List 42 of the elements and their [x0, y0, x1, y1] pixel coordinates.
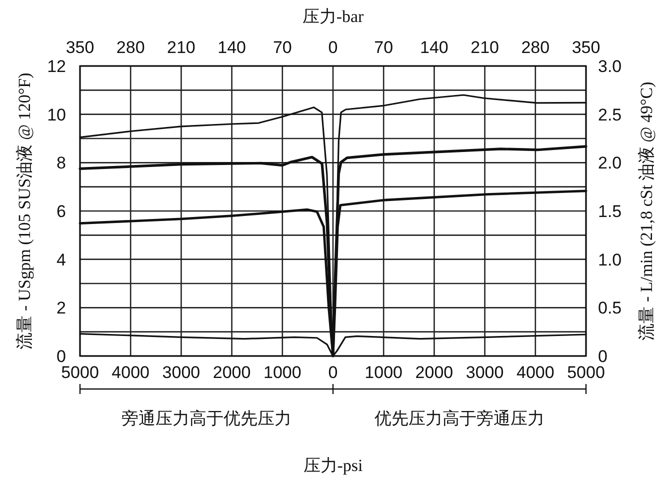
y-tick-label: 8: [56, 154, 66, 173]
x2-tick-label: 210: [167, 38, 196, 57]
y-axis-title: 流量 - USgpm (105 SUS油液 @ 120°F): [15, 72, 34, 350]
x-tick-label: 5000: [61, 363, 99, 382]
x-tick-label: 2000: [212, 363, 251, 382]
x-tick-label: 1000: [364, 363, 403, 382]
x2-tick-label: 350: [572, 38, 600, 57]
y2-tick-label: 0.5: [598, 298, 622, 318]
y2-tick-label: 2.0: [598, 154, 622, 173]
y2-tick-label: 2.5: [598, 105, 622, 124]
y-tick-label: 0: [56, 347, 66, 366]
y2-tick-label: 0: [598, 347, 608, 366]
x-tick-label: 5000: [567, 363, 605, 382]
text: 旁通压力高于优先压力: [122, 409, 292, 428]
x-tick-label: 4000: [112, 363, 150, 382]
x2-tick-label: 280: [116, 38, 145, 57]
y-tick-label: 10: [47, 105, 66, 124]
x-axis-title: 压力-psi: [303, 456, 364, 475]
y-tick-label: 2: [56, 298, 66, 318]
x2-axis-title: 压力-bar: [302, 7, 364, 26]
x-tick-label: 3000: [466, 363, 504, 382]
x2-tick-label: 210: [470, 38, 499, 57]
x2-tick-label: 70: [272, 38, 292, 57]
x2-tick-label: 350: [66, 38, 94, 57]
y-tick-label: 12: [47, 57, 66, 76]
y-tick-label: 6: [56, 202, 66, 221]
text: 优先压力高于旁通压力: [374, 409, 544, 428]
x2-tick-label: 140: [420, 38, 448, 57]
y2-tick-label: 1.5: [598, 202, 622, 221]
x2-tick-label: 140: [218, 38, 246, 57]
y2-axis-title: 流量 - L/min (21,8 cSt 油液 @ 49°C): [637, 82, 656, 340]
x-tick-label: 1000: [263, 363, 302, 382]
x2-tick-label: 280: [521, 38, 550, 57]
x-tick-label: 0: [328, 363, 338, 382]
x-tick-label: 3000: [162, 363, 200, 382]
y-tick-label: 4: [56, 250, 66, 270]
x2-tick-label: 70: [374, 38, 394, 57]
y2-tick-label: 1.0: [598, 250, 622, 270]
x-tick-label: 2000: [415, 363, 454, 382]
x-tick-label: 4000: [516, 363, 554, 382]
y2-tick-label: 3.0: [598, 57, 622, 76]
x2-tick-label: 0: [328, 38, 338, 57]
